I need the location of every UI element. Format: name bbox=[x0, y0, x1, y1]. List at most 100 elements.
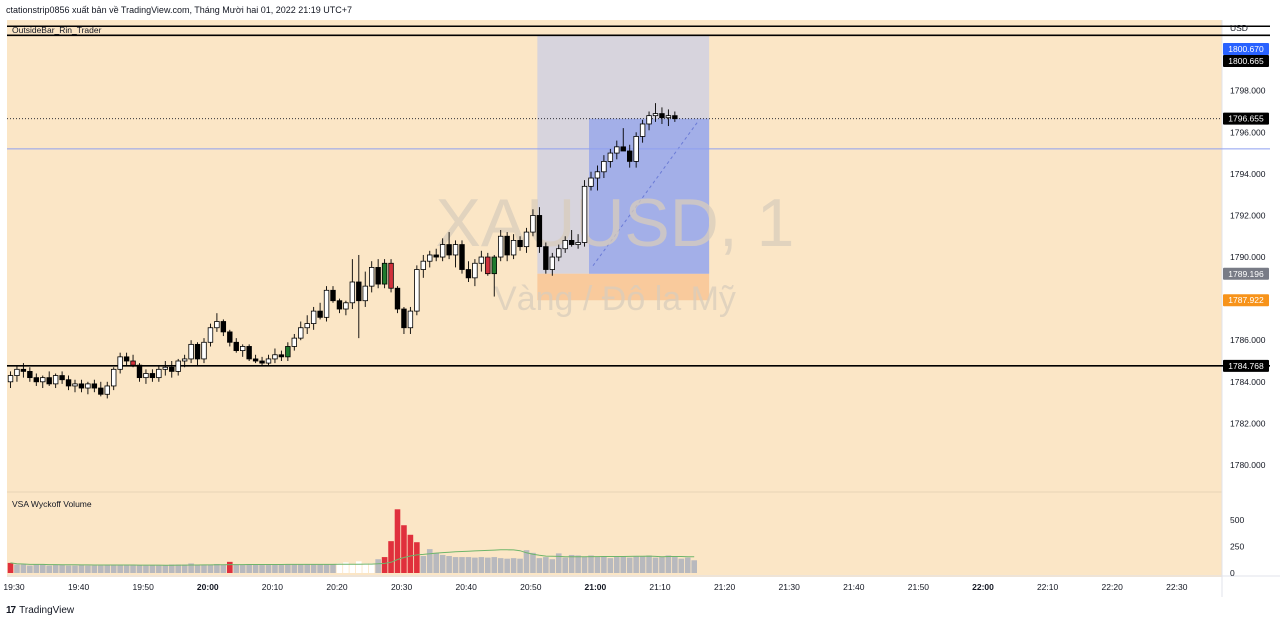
candle bbox=[336, 298, 343, 314]
price-badge-bg bbox=[1223, 55, 1269, 67]
candle bbox=[246, 344, 252, 362]
candle bbox=[549, 252, 555, 276]
candle-body bbox=[549, 256, 555, 270]
candle bbox=[536, 207, 543, 253]
candle-body bbox=[452, 244, 459, 256]
price-axis[interactable]: 1800.0001798.0001796.0001794.0001792.000… bbox=[1223, 43, 1269, 470]
candle-body bbox=[72, 383, 78, 387]
candle-body bbox=[130, 360, 136, 366]
candle bbox=[362, 271, 368, 307]
candle bbox=[7, 371, 14, 389]
candle bbox=[143, 369, 149, 384]
candle-body bbox=[414, 269, 420, 312]
volume-bar bbox=[510, 558, 517, 573]
candle-body bbox=[310, 310, 317, 324]
volume-bar bbox=[562, 557, 568, 573]
candle-body bbox=[14, 368, 20, 376]
candle-body bbox=[175, 360, 181, 372]
volume-bar bbox=[491, 557, 498, 573]
price-badge-bg bbox=[1223, 43, 1269, 55]
candle-body bbox=[323, 289, 330, 318]
volume-bar bbox=[543, 557, 549, 573]
candle bbox=[252, 354, 259, 364]
candle-body bbox=[91, 383, 98, 389]
price-badge-bg bbox=[1223, 267, 1269, 280]
candle bbox=[639, 119, 646, 143]
volume-bar bbox=[523, 550, 530, 573]
stop-zone[interactable] bbox=[537, 273, 710, 301]
volume-bar bbox=[162, 565, 169, 573]
volume-bar bbox=[285, 564, 291, 573]
candle bbox=[523, 227, 530, 253]
candle-body bbox=[349, 281, 356, 304]
candle bbox=[497, 230, 504, 262]
candle-body bbox=[265, 358, 272, 364]
volume-bar bbox=[568, 554, 575, 573]
volume-bar bbox=[601, 556, 607, 573]
volume-bar bbox=[272, 564, 278, 573]
time-tick-label: 20:30 bbox=[391, 582, 413, 592]
volume-bar bbox=[343, 562, 349, 573]
candle bbox=[14, 365, 20, 382]
candle-body bbox=[388, 262, 394, 289]
candle-body bbox=[556, 248, 562, 258]
volume-bar bbox=[156, 565, 162, 573]
price-label-badge[interactable]: 1800.665 bbox=[1223, 55, 1269, 67]
price-label-badge[interactable]: 1796.655 bbox=[1223, 112, 1269, 125]
volume-tick-label: 500 bbox=[1230, 515, 1244, 525]
candle-body bbox=[78, 383, 85, 389]
candle-body bbox=[27, 371, 33, 379]
price-tick-label: 1792.000 bbox=[1230, 210, 1266, 220]
candle-body bbox=[562, 240, 568, 250]
candle-body bbox=[7, 375, 14, 383]
price-label-badge[interactable]: 1789.196 bbox=[1223, 267, 1269, 280]
candle bbox=[446, 232, 452, 260]
time-axis[interactable]: 19:30 19:40 19:50 20:00 20:10 20:20 20:30 20:40… bbox=[3, 582, 1187, 592]
candle-body bbox=[233, 341, 239, 352]
candle-body bbox=[304, 323, 310, 329]
price-label-badge[interactable]: 1784.768 bbox=[1223, 359, 1269, 372]
long-position-tool[interactable] bbox=[537, 35, 710, 301]
price-label-badge[interactable]: 1787.922 bbox=[1223, 294, 1269, 307]
volume-bar bbox=[27, 565, 33, 573]
volume-bar bbox=[394, 509, 401, 573]
volume-bar bbox=[72, 565, 78, 573]
profit-zone[interactable] bbox=[589, 118, 710, 274]
price-tick-label: 1784.000 bbox=[1230, 377, 1266, 387]
volume-bar bbox=[665, 555, 672, 573]
candle bbox=[175, 358, 181, 376]
volume-bar bbox=[297, 564, 304, 573]
candle-body bbox=[278, 354, 285, 358]
volume-bar bbox=[310, 564, 317, 573]
volume-bar bbox=[465, 557, 472, 573]
candle bbox=[207, 323, 214, 347]
price-badge-bg bbox=[1223, 359, 1269, 372]
candle-body bbox=[52, 375, 59, 385]
candle bbox=[356, 254, 362, 339]
volume-bar bbox=[220, 565, 227, 573]
volume-indicator-label[interactable]: VSA Wyckoff Volume bbox=[12, 499, 92, 509]
candle-body bbox=[381, 262, 388, 285]
volume-bar bbox=[330, 563, 336, 573]
footer-brand[interactable]: 17 TradingView bbox=[6, 602, 74, 618]
indicator-label[interactable]: OutsideBar_Rin_Trader bbox=[12, 25, 102, 35]
price-label-badge[interactable]: 1800.670 bbox=[1223, 43, 1269, 55]
price-badge-text: 1789.196 bbox=[1228, 269, 1264, 279]
candle-body bbox=[59, 375, 65, 381]
candle-body bbox=[659, 113, 665, 119]
candle bbox=[72, 379, 78, 393]
candle bbox=[633, 132, 639, 168]
candle-body bbox=[104, 385, 110, 395]
candle-body bbox=[46, 377, 52, 385]
volume-bar bbox=[130, 565, 136, 573]
volume-bar bbox=[291, 564, 298, 573]
candle-body bbox=[143, 373, 149, 379]
volume-tick-label: 250 bbox=[1230, 541, 1244, 551]
candle bbox=[394, 286, 401, 314]
candle bbox=[233, 338, 239, 353]
brand-name: TradingView bbox=[19, 604, 75, 616]
candle bbox=[20, 363, 27, 378]
candle bbox=[420, 254, 426, 278]
candle-body bbox=[123, 356, 130, 362]
